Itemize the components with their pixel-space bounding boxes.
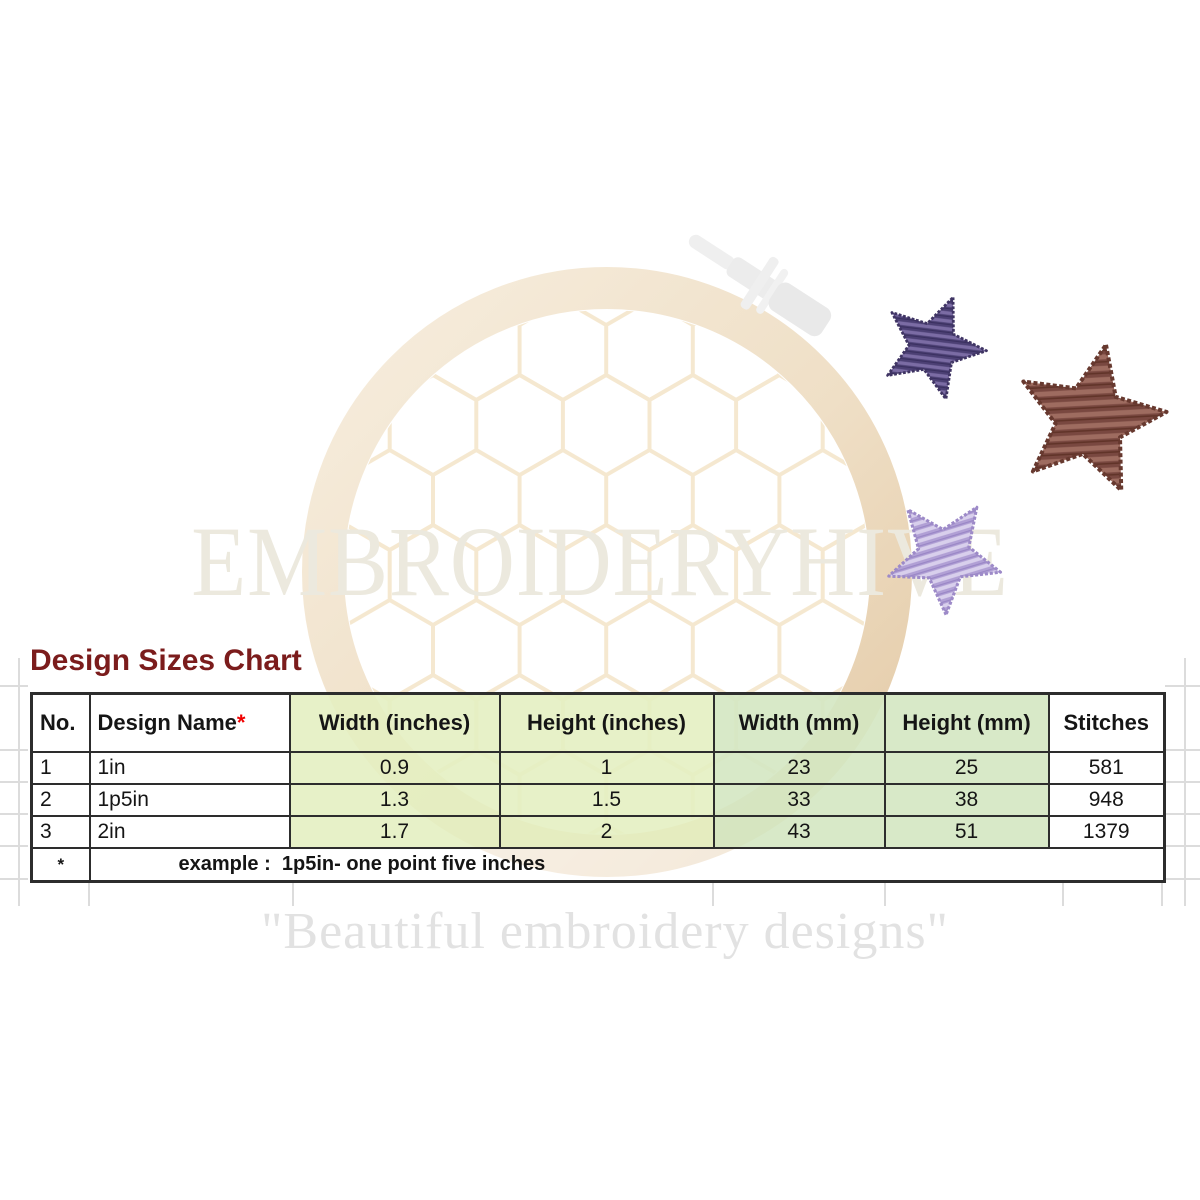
gridline <box>712 882 714 906</box>
cell-width-inches: 1.7 <box>288 815 501 849</box>
page-title: Design Sizes Chart <box>30 644 302 677</box>
cell-stitches: 581 <box>1047 751 1166 785</box>
table-row: 2 1p5in 1.3 1.5 33 38 948 <box>30 783 1166 817</box>
col-header-width-mm: Width (mm) <box>712 692 886 753</box>
cell-design-name: 1in <box>88 751 291 785</box>
brand-watermark-text: EMBROIDERYHIVE <box>191 506 1009 617</box>
brown-star-image <box>1021 342 1169 493</box>
footnote-text: example : 1p5in- one point five inches <box>88 847 1166 883</box>
gridline <box>0 781 28 783</box>
gridline <box>0 878 28 880</box>
footnote-asterisk: * <box>30 847 91 883</box>
gridline <box>1062 882 1064 906</box>
cell-design-name: 1p5in <box>88 783 291 817</box>
table-row: 3 2in 1.7 2 43 51 1379 <box>30 815 1166 849</box>
cell-height-inches: 1.5 <box>498 783 715 817</box>
cell-no: 2 <box>30 783 91 817</box>
cell-width-mm: 43 <box>712 815 886 849</box>
cell-width-inches: 1.3 <box>288 783 501 817</box>
footnote-row: * example : 1p5in- one point five inches <box>30 847 1166 883</box>
gridline <box>1161 882 1163 906</box>
gridline <box>88 882 90 906</box>
gridline <box>292 882 294 906</box>
cell-design-name: 2in <box>88 815 291 849</box>
tagline-watermark-text: "Beautiful embroidery designs" <box>261 903 949 960</box>
cell-stitches: 1379 <box>1047 815 1166 849</box>
gridline <box>0 749 28 751</box>
col-header-height-inches: Height (inches) <box>498 692 715 753</box>
design-name-label: Design Name <box>97 710 237 735</box>
required-asterisk: * <box>236 710 246 735</box>
gridline <box>1165 749 1200 751</box>
purple-star-image <box>886 295 988 401</box>
table-row: 1 1in 0.9 1 23 25 581 <box>30 751 1166 785</box>
gridline <box>0 813 28 815</box>
header-row: No. Design Name* Width (inches) Height (… <box>30 692 1166 753</box>
gridline <box>0 685 28 687</box>
cell-height-mm: 38 <box>883 783 1050 817</box>
gridline <box>1165 781 1200 783</box>
cell-height-mm: 25 <box>883 751 1050 785</box>
gridline <box>1165 845 1200 847</box>
col-header-width-inches: Width (inches) <box>288 692 501 753</box>
cell-width-mm: 23 <box>712 751 886 785</box>
cell-width-mm: 33 <box>712 783 886 817</box>
cell-width-inches: 0.9 <box>288 751 501 785</box>
gridline <box>1165 685 1200 687</box>
col-header-no: No. <box>30 692 91 753</box>
col-header-design-name: Design Name* <box>88 692 291 753</box>
gridline <box>1165 878 1200 880</box>
cell-height-inches: 2 <box>498 815 715 849</box>
cell-height-inches: 1 <box>498 751 715 785</box>
cell-no: 3 <box>30 815 91 849</box>
col-header-height-mm: Height (mm) <box>883 692 1050 753</box>
gridline <box>0 845 28 847</box>
needle-icon <box>688 234 832 337</box>
col-header-stitches: Stitches <box>1047 692 1166 753</box>
lavender-star-image <box>887 505 1003 617</box>
cell-height-mm: 51 <box>883 815 1050 849</box>
design-sizes-table: No. Design Name* Width (inches) Height (… <box>30 692 1166 883</box>
gridline <box>1165 813 1200 815</box>
cell-no: 1 <box>30 751 91 785</box>
cell-stitches: 948 <box>1047 783 1166 817</box>
gridline <box>884 882 886 906</box>
